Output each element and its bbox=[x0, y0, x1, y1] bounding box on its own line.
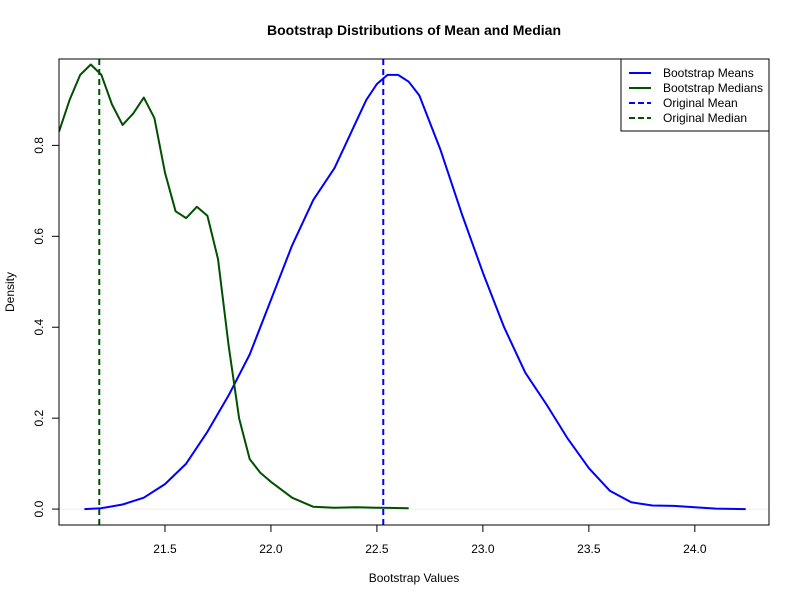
y-tick-label: 0.2 bbox=[32, 410, 46, 427]
legend-label: Original Mean bbox=[663, 96, 738, 110]
legend-item: Original Mean bbox=[629, 96, 738, 110]
y-tick-label: 0.6 bbox=[32, 228, 46, 245]
y-axis-label: Density bbox=[3, 272, 17, 312]
plot-area bbox=[59, 59, 769, 525]
legend-label: Bootstrap Means bbox=[663, 66, 754, 80]
legend-item: Original Median bbox=[629, 111, 747, 125]
legend-label: Original Median bbox=[663, 111, 747, 125]
y-tick-label: 0.8 bbox=[32, 137, 46, 154]
legend-box bbox=[620, 58, 770, 132]
series-line-bootstrap-medians bbox=[59, 63, 409, 510]
legend-label: Bootstrap Medians bbox=[663, 81, 763, 95]
y-axis: 0.0 0.2 0.4 0.6 0.8 bbox=[32, 137, 60, 517]
x-tick-label: 22.0 bbox=[259, 542, 283, 556]
x-tick-label: 22.5 bbox=[365, 542, 389, 556]
x-tick-label: 23.5 bbox=[577, 542, 601, 556]
y-tick-label: 0.0 bbox=[32, 500, 46, 517]
series-line-bootstrap-means bbox=[84, 73, 746, 511]
legend-item: Bootstrap Means bbox=[629, 66, 754, 80]
x-tick-label: 21.5 bbox=[153, 542, 177, 556]
chart-title: Bootstrap Distributions of Mean and Medi… bbox=[267, 22, 561, 38]
x-axis: 21.5 22.0 22.5 23.0 23.5 24.0 bbox=[153, 524, 707, 556]
x-tick-label: 24.0 bbox=[683, 542, 707, 556]
x-axis-label: Bootstrap Values bbox=[369, 571, 460, 585]
y-tick-label: 0.4 bbox=[32, 319, 46, 336]
x-tick-label: 23.0 bbox=[471, 542, 495, 556]
legend-item: Bootstrap Medians bbox=[629, 81, 763, 95]
